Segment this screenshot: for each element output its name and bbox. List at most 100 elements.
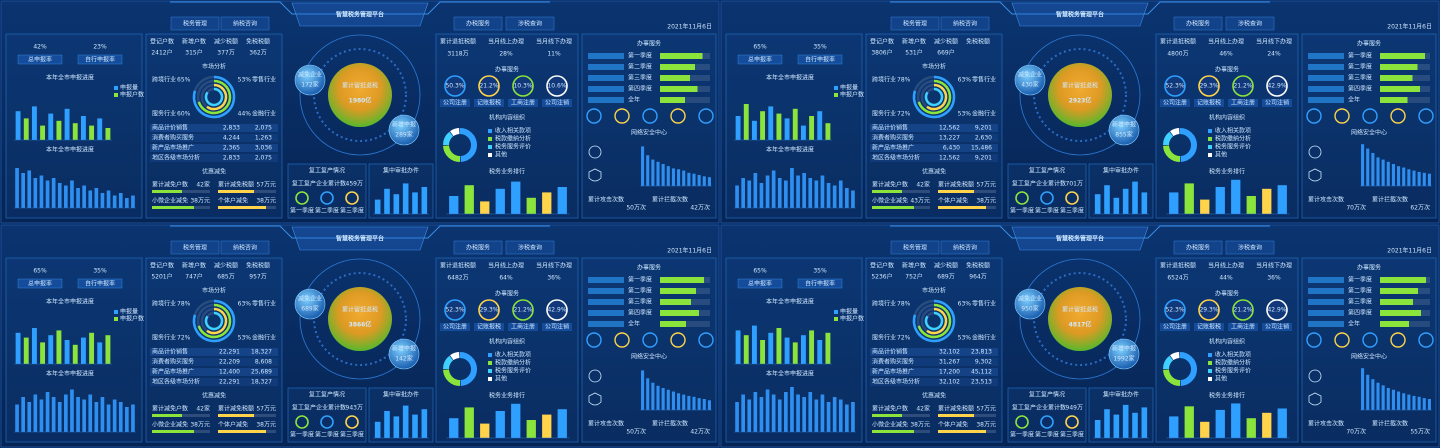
section-title: 网络安全中心 [1351,129,1387,137]
tag-value: 78% [177,301,191,308]
bar [421,187,428,214]
section-title: 本年全市申报进度 [766,370,814,378]
nav-tab[interactable] [890,240,940,255]
nav-item[interactable]: 办税服务 [466,20,490,28]
resume-text: 复工复产企业累计数 [1012,180,1066,188]
nav-item[interactable]: 税务管理 [183,20,207,28]
stat-value: 11% [547,51,561,58]
nav-item[interactable]: 纳税咨询 [953,20,977,28]
panel-frame [1301,33,1437,219]
status-dot [1362,108,1378,124]
bar [687,172,691,186]
donut-segment [1163,145,1181,162]
bar [45,180,50,208]
bar [820,175,825,208]
bar [845,404,849,432]
bar [15,111,21,140]
panel-frame [1007,163,1087,219]
nav-tab[interactable] [1173,240,1223,255]
nav-item[interactable]: 涉税查询 [518,244,542,252]
stat-value: 685万 [217,274,234,281]
nav-tab[interactable] [890,16,940,31]
nav-item[interactable]: 纳税咨询 [233,20,257,28]
nav-tab[interactable] [453,240,503,255]
nav-tab[interactable] [220,16,270,31]
nav-tab[interactable] [170,16,220,31]
legend-label: 税务服务评价 [1215,143,1251,151]
tag-label: 零售行业 [972,300,996,308]
nav-item[interactable]: 涉税查询 [518,20,542,28]
stat-value: 5201户 [151,273,172,281]
service-ring [1198,299,1220,321]
section-title: 办事服务 [495,66,519,74]
nav-tab[interactable] [170,240,220,255]
progress-fill [152,414,182,417]
nav-item[interactable]: 税务管理 [903,244,927,252]
item-label: 累计拦截次数 [652,420,688,428]
nav-tab[interactable] [505,16,555,31]
section-title: 优惠减免 [202,392,226,400]
bubble [1014,288,1046,320]
nav-item[interactable]: 税务管理 [903,20,927,28]
tag-label: 跨境行业 [872,76,896,84]
orbit [299,258,421,380]
resume-value: 701万 [1066,181,1083,188]
ring-tag [542,323,572,331]
stat-value: 64% [499,275,513,282]
nav-item[interactable]: 税务管理 [183,244,207,252]
row-label: 地区各级市场分析 [872,154,920,162]
quarter-ring [1015,415,1029,429]
rate-value: 65% [753,268,767,275]
panel-frame [145,33,283,219]
progress-label: 第三季度 [628,74,652,82]
bubble-value: 855家 [1115,131,1132,139]
bar [15,168,19,208]
progress-label: 第四季度 [1348,85,1372,93]
bar [1104,409,1110,438]
section-title: 办事服务 [1215,290,1239,298]
bar [1231,403,1241,438]
item-value: 50万次 [626,428,646,436]
nav-tab[interactable] [1173,16,1223,31]
bar [94,188,99,208]
section-title: 本年全市申报进度 [46,370,94,378]
nav-item[interactable]: 办税服务 [466,244,490,252]
progress-bar [660,97,685,103]
bar [131,404,135,432]
nav-tab[interactable] [940,16,990,31]
center-label: 累计留抵退税 [1062,82,1098,90]
section-title: 税务业务排行 [1209,392,1245,400]
item-value: 43万元 [910,198,930,205]
nav-item[interactable]: 办税服务 [1186,244,1210,252]
nav-tab[interactable] [940,240,990,255]
nav-item[interactable]: 涉税查询 [1238,20,1262,28]
nav-tab[interactable] [453,16,503,31]
ring-arc [924,87,944,107]
nav-tab[interactable] [505,240,555,255]
progress-bar [1380,64,1418,70]
ring-value: 29.3% [479,307,498,314]
bar [27,402,32,432]
stat-label: 当月线下办理 [1256,262,1292,270]
nav-tab[interactable] [220,240,270,255]
nav-item[interactable]: 纳税咨询 [233,244,257,252]
bar [480,201,490,214]
bar [790,168,794,208]
bar [1397,166,1401,186]
stat-value: 46% [1219,51,1233,58]
nav-item[interactable]: 纳税咨询 [953,244,977,252]
nav-item[interactable]: 办税服务 [1186,20,1210,28]
header-title: 智慧税务管理平台 [336,11,384,19]
progress-track [588,277,624,283]
bar [702,399,706,410]
item-label: 累计拦截次数 [1372,196,1408,204]
ring-label: 公司注销 [545,323,569,331]
section-title: 机构内容组织 [489,338,525,346]
quarter-ring [345,191,359,205]
nav-tab[interactable] [1225,16,1275,31]
bubble [1108,338,1140,370]
service-ring [1232,75,1254,97]
item-label: 小微企业减免 [872,197,908,205]
nav-tab[interactable] [1225,240,1275,255]
nav-item[interactable]: 涉税查询 [1238,244,1262,252]
